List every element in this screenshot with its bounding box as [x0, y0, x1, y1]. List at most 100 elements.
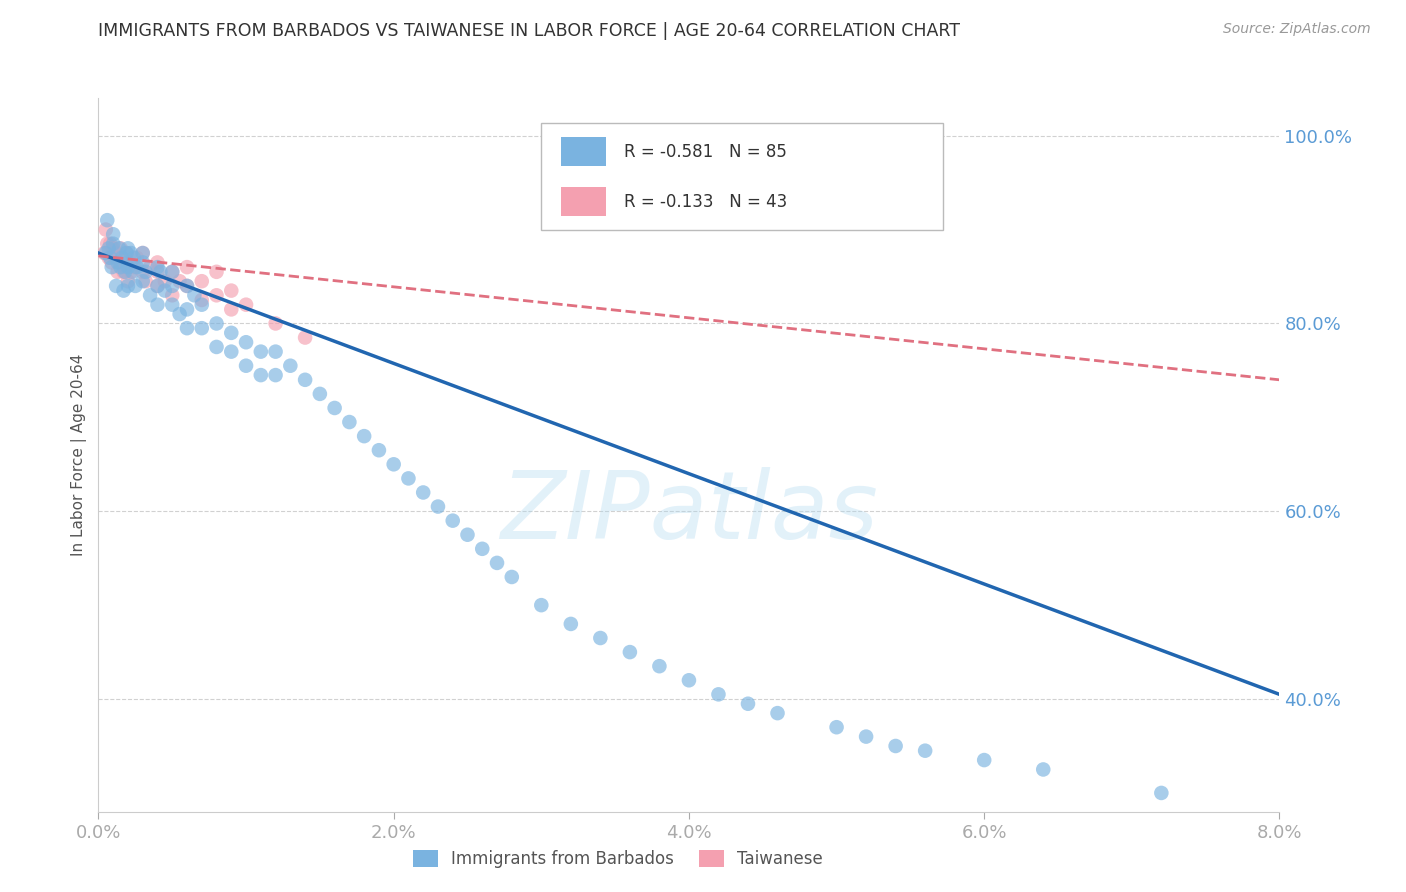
Point [135, 265, 157, 279]
Point [235, 359, 257, 373]
Text: R = -0.581   N = 85: R = -0.581 N = 85 [624, 143, 787, 161]
Point [115, 246, 138, 260]
Point [191, 321, 214, 335]
Point [353, 429, 375, 443]
Point [250, 344, 273, 359]
Point [219, 302, 242, 317]
Point [973, 753, 995, 767]
Y-axis label: In Labor Force | Age 20-64: In Labor Force | Age 20-64 [72, 354, 87, 556]
Point [914, 744, 936, 758]
Point [114, 260, 136, 274]
Point [205, 317, 228, 331]
Text: ZIPatlas: ZIPatlas [501, 467, 877, 558]
Point [648, 659, 671, 673]
Point [146, 255, 169, 269]
Point [117, 279, 139, 293]
Point [294, 330, 316, 344]
Point [110, 241, 132, 255]
Bar [561, 187, 606, 216]
Point [264, 317, 287, 331]
Point [108, 241, 131, 255]
Point [162, 288, 183, 302]
Point [112, 265, 135, 279]
Point [250, 368, 273, 383]
Point [120, 265, 142, 279]
Point [183, 288, 205, 302]
Point [191, 293, 214, 307]
Point [132, 246, 155, 260]
Point [162, 298, 183, 312]
Point [146, 298, 169, 312]
Point [441, 514, 464, 528]
Point [100, 260, 122, 274]
Point [153, 284, 176, 298]
Point [589, 631, 612, 645]
Point [235, 298, 257, 312]
Point [107, 265, 129, 279]
Point [426, 500, 449, 514]
Point [678, 673, 700, 688]
Point [96, 236, 118, 251]
Point [107, 255, 129, 269]
Point [97, 251, 120, 265]
Point [382, 458, 405, 472]
Point [169, 274, 191, 288]
Point [825, 720, 848, 734]
Point [121, 265, 143, 279]
Point [501, 570, 523, 584]
Point [122, 251, 145, 265]
Point [191, 274, 214, 288]
Point [884, 739, 907, 753]
Point [323, 401, 346, 415]
Point [139, 260, 162, 274]
Point [337, 415, 360, 429]
Point [149, 265, 172, 279]
Point [176, 302, 198, 317]
Point [120, 246, 142, 260]
Point [117, 255, 139, 269]
Point [219, 326, 242, 340]
Point [1150, 786, 1173, 800]
Bar [561, 137, 606, 166]
Point [766, 706, 789, 720]
Point [132, 265, 155, 279]
Point [278, 359, 301, 373]
Point [105, 279, 128, 293]
Point [707, 687, 730, 701]
Point [93, 246, 115, 260]
Point [205, 265, 228, 279]
Text: R = -0.133   N = 43: R = -0.133 N = 43 [624, 193, 787, 211]
Text: Source: ZipAtlas.com: Source: ZipAtlas.com [1223, 22, 1371, 37]
Point [146, 260, 169, 274]
Point [96, 213, 118, 227]
Legend: Immigrants from Barbados, Taiwanese: Immigrants from Barbados, Taiwanese [406, 843, 830, 875]
Point [560, 616, 582, 631]
Point [139, 288, 162, 302]
Point [264, 368, 287, 383]
Point [115, 246, 138, 260]
Point [94, 246, 117, 260]
Point [176, 260, 198, 274]
Point [135, 274, 157, 288]
Point [176, 321, 198, 335]
Point [125, 251, 148, 265]
Point [117, 260, 139, 274]
Point [104, 251, 127, 265]
Point [97, 241, 120, 255]
Point [471, 541, 494, 556]
Point [114, 265, 136, 279]
Text: IMMIGRANTS FROM BARBADOS VS TAIWANESE IN LABOR FORCE | AGE 20-64 CORRELATION CHA: IMMIGRANTS FROM BARBADOS VS TAIWANESE IN… [98, 22, 960, 40]
Point [1032, 763, 1054, 777]
Point [737, 697, 759, 711]
Point [176, 279, 198, 293]
Point [205, 340, 228, 354]
Point [124, 279, 146, 293]
Point [235, 335, 257, 350]
Point [485, 556, 508, 570]
Point [169, 307, 191, 321]
Point [103, 227, 124, 242]
Point [191, 298, 214, 312]
Point [308, 387, 332, 401]
Point [264, 344, 287, 359]
Point [117, 241, 139, 255]
